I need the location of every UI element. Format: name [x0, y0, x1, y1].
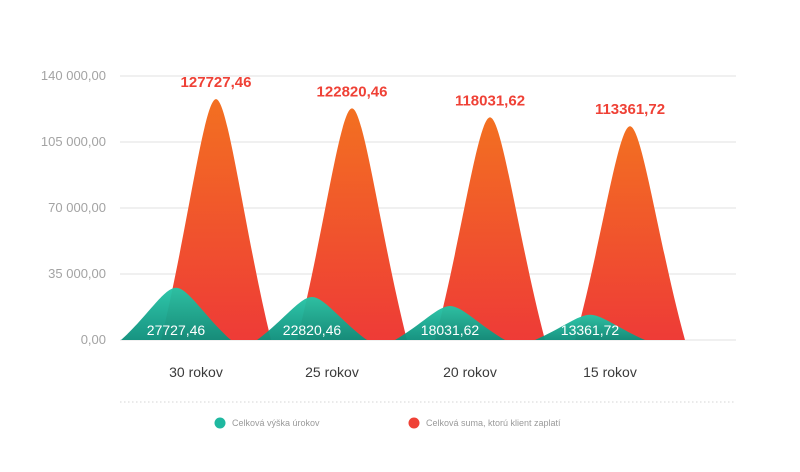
- category-label: 15 rokov: [583, 364, 637, 380]
- y-tick-label: 0,00: [81, 332, 106, 347]
- legend-swatch: [408, 417, 420, 429]
- category-label: 25 rokov: [305, 364, 359, 380]
- y-tick-label: 140 000,00: [41, 68, 106, 83]
- y-tick-label: 35 000,00: [48, 266, 106, 281]
- legend: Celková výška úrokov Celková suma, ktorú …: [214, 417, 561, 429]
- data-label-total-interest: 22820,46: [283, 322, 342, 338]
- peak-total-paid: [575, 126, 685, 341]
- data-label-total-paid: 122820,46: [317, 83, 388, 100]
- data-label-total-paid: 113361,72: [595, 101, 665, 118]
- x-axis: 30 rokov 25 rokov 20 rokov 15 rokov: [169, 364, 637, 380]
- legend-swatch: [214, 417, 226, 429]
- legend-label: Celková suma, ktorú klient zaplatí: [426, 418, 561, 428]
- data-label-total-paid: 118031,62: [455, 92, 525, 109]
- data-label-total-interest: 18031,62: [421, 322, 480, 338]
- y-tick-label: 70 000,00: [48, 200, 106, 215]
- category-label: 20 rokov: [443, 364, 497, 380]
- data-label-total-paid: 127727,46: [181, 74, 252, 91]
- peak-total-interest: [395, 305, 505, 340]
- category-label: 30 rokov: [169, 364, 223, 380]
- series-total-interest: 27727,46 22820,46 18031,62 13361,72: [121, 287, 645, 340]
- data-label-total-interest: 13361,72: [561, 322, 620, 338]
- peak-total-paid: [435, 117, 545, 340]
- peak-total-paid: [297, 108, 407, 340]
- series-total-paid: 127727,46 122820,46 118031,62 113361,72: [161, 74, 685, 341]
- peak-total-paid: [161, 99, 271, 340]
- legend-label: Celková výška úrokov: [232, 418, 320, 428]
- peak-total-interest: [121, 287, 231, 340]
- peak-total-interest: [257, 296, 367, 340]
- y-axis: 0,00 35 000,00 70 000,00 105 000,00 140 000,…: [41, 68, 106, 347]
- y-tick-label: 105 000,00: [41, 134, 106, 149]
- peak-total-interest: [535, 314, 645, 340]
- data-label-total-interest: 27727,46: [147, 322, 206, 338]
